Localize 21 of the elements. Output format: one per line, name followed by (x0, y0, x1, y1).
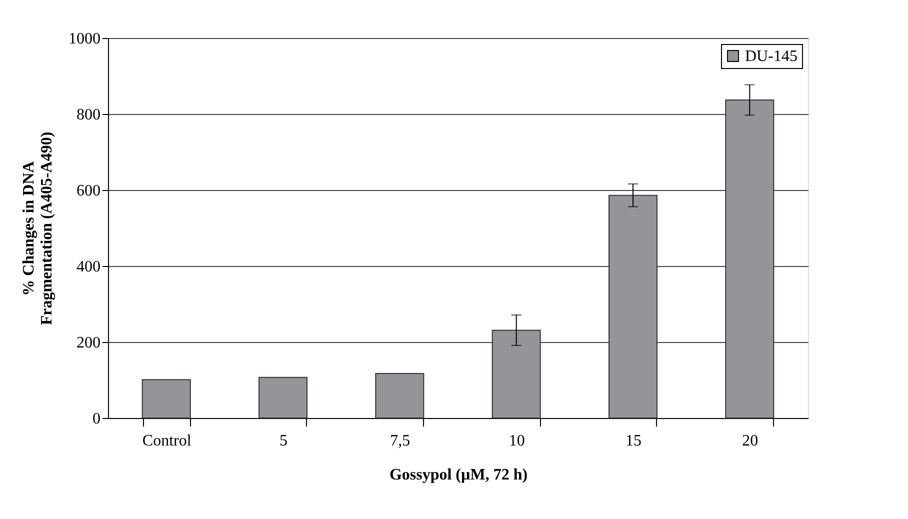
bar (375, 373, 424, 418)
x-tick-label: 5 (280, 432, 288, 450)
y-tick-label: 0 (92, 410, 100, 428)
x-tick-label: Control (142, 432, 192, 450)
bar (258, 376, 308, 418)
y-tick-label: 200 (76, 334, 100, 352)
x-tick-label: 20 (742, 432, 758, 450)
x-axis-title: Gossypol (µM, 72 h) (389, 466, 528, 484)
y-axis-title: % Changes in DNA Fragmentation (A405-A490) (20, 132, 56, 326)
y-tick-label: 1000 (68, 30, 100, 48)
bar (142, 379, 191, 418)
x-tick-label: 15 (626, 432, 642, 450)
x-tick-label: 7,5 (390, 432, 410, 450)
bar (608, 194, 658, 418)
legend-label: DU-145 (745, 48, 798, 65)
bar (725, 99, 774, 418)
y-tick-label: 800 (76, 106, 100, 124)
y-tick-label: 400 (76, 258, 100, 276)
y-tick-label: 600 (76, 182, 100, 200)
bar (492, 330, 541, 418)
x-tick-label: 10 (508, 432, 525, 450)
